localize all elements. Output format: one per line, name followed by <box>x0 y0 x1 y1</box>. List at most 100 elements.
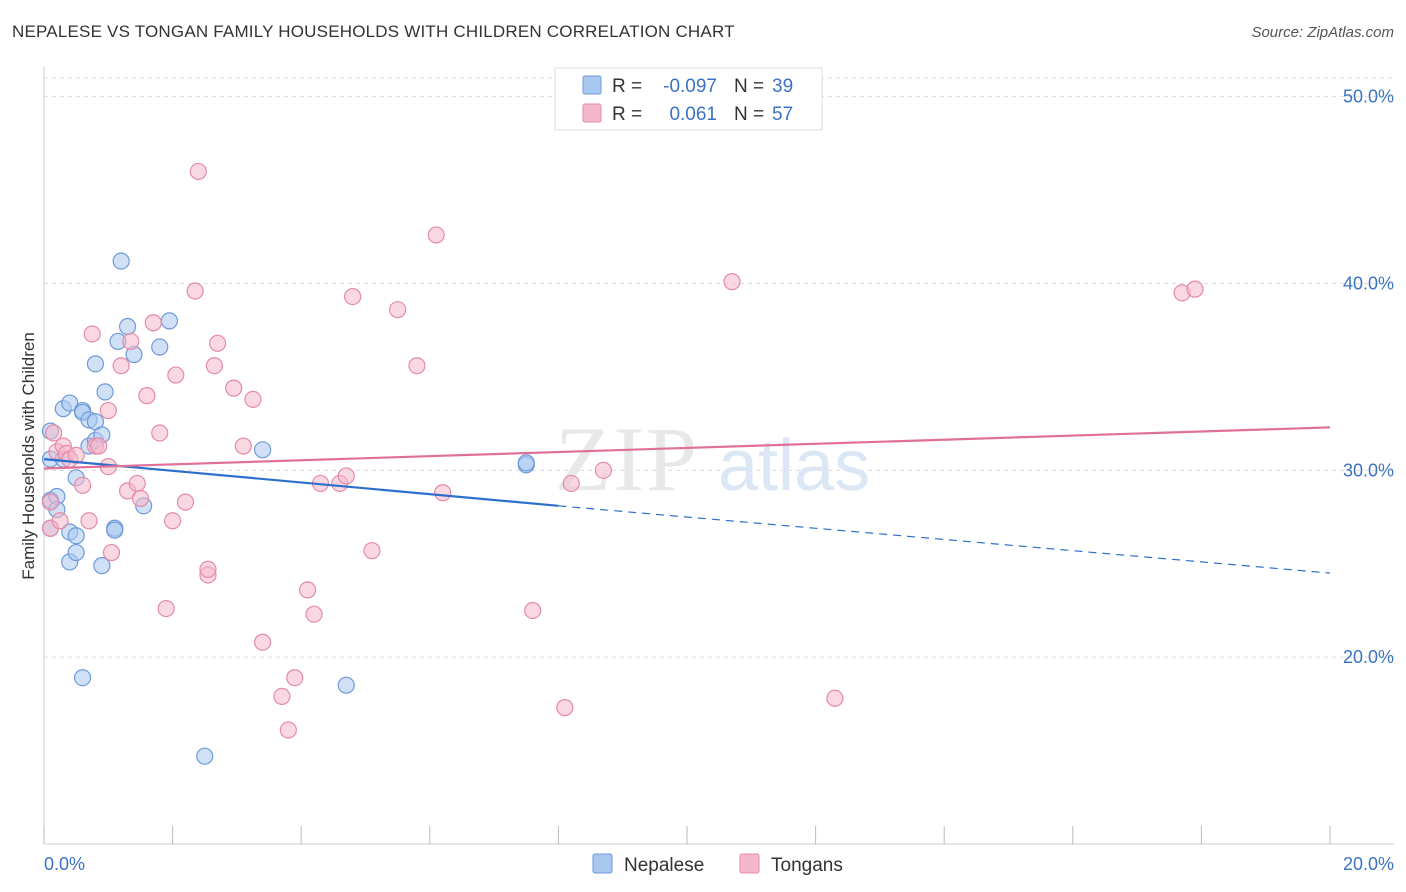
tongans-point <box>556 699 574 717</box>
nepalese-point <box>196 747 214 765</box>
y-tick-label: 30.0% <box>1343 460 1394 480</box>
legend-bottom-swatch-tongans <box>739 853 760 874</box>
tongans-point <box>209 334 227 352</box>
legend-bottom-swatch-nepalese <box>592 853 613 874</box>
nepalese-point <box>67 527 85 545</box>
tongans-point <box>286 669 304 687</box>
tongans-point <box>186 282 204 300</box>
nepalese-point <box>118 317 137 336</box>
chart-title: NEPALESE VS TONGAN FAMILY HOUSEHOLDS WIT… <box>12 22 735 41</box>
legend-bottom-label-nepalese: Nepalese <box>624 855 704 876</box>
nepalese-point <box>517 454 535 472</box>
axes <box>43 66 1394 845</box>
tongans-point <box>41 493 60 511</box>
legend-swatch-nepalese <box>582 75 602 95</box>
tongans-point <box>408 357 426 375</box>
tongans-point <box>199 560 217 578</box>
legend-r-value: 0.061 <box>669 104 717 125</box>
legend-r-label: R = <box>612 76 642 97</box>
legend-n-label: N = <box>734 76 764 97</box>
tongans-point <box>122 332 140 351</box>
watermark: ZIP atlas <box>555 408 870 510</box>
tongans-point <box>279 721 297 739</box>
tongans-point <box>389 301 407 319</box>
tongans-point <box>225 379 243 397</box>
tongans-point <box>138 387 156 405</box>
x-tick-label-min: 0.0% <box>44 854 85 874</box>
y-tick-label: 50.0% <box>1343 87 1394 107</box>
tongans-point <box>427 226 445 244</box>
tongans-point <box>144 314 162 332</box>
nepalese-point <box>160 312 178 330</box>
tongans-point <box>524 601 542 620</box>
trend-line-nepalese <box>43 458 559 507</box>
nepalese-point <box>112 252 130 270</box>
legend-swatch-tongans <box>582 103 602 123</box>
trend-line-nepalese-extrapolated <box>558 505 1331 574</box>
legend-r-label: R = <box>612 104 642 125</box>
legend-n-value: 57 <box>772 104 793 125</box>
tongans-point <box>128 474 146 493</box>
series-tongans <box>41 162 1204 739</box>
tongans-point <box>562 474 580 493</box>
y-tick-label: 20.0% <box>1343 647 1394 667</box>
series-nepalese <box>41 252 535 765</box>
tongans-point <box>189 162 207 181</box>
tongans-point <box>73 476 92 494</box>
x-tick-label-max: 20.0% <box>1343 854 1394 874</box>
tongans-point <box>254 633 272 651</box>
legend-n-label: N = <box>734 104 764 125</box>
legend-n-value: 39 <box>772 76 793 97</box>
tongans-point <box>234 437 252 455</box>
grid-lines <box>44 77 1394 658</box>
source-label: Source: ZipAtlas.com <box>1251 24 1394 41</box>
watermark-atlas: atlas <box>718 426 870 506</box>
tongans-point <box>299 581 317 599</box>
nepalese-point <box>337 676 355 694</box>
legend-bottom-label-tongans: Tongans <box>771 855 843 876</box>
nepalese-point <box>67 543 85 562</box>
tongans-point <box>112 357 130 375</box>
legend-top: R = -0.097 N = 39 R = 0.061 N = 57 <box>554 67 823 131</box>
legend-bottom: Nepalese Tongans <box>592 853 843 876</box>
trend-line-tongans <box>43 426 1331 470</box>
tongans-point <box>723 273 741 291</box>
tongans-point <box>363 542 381 560</box>
tongans-point <box>51 512 69 530</box>
watermark-zip: ZIP <box>555 408 699 510</box>
nepalese-point <box>151 338 169 356</box>
tongans-point <box>131 489 150 507</box>
nepalese-point <box>96 383 114 401</box>
tongans-point <box>167 366 185 384</box>
tongans-point <box>102 543 121 562</box>
tongans-point <box>67 446 85 464</box>
tongans-point <box>164 512 182 530</box>
tongans-point <box>826 689 844 707</box>
y-tick-labels: 20.0% 30.0% 40.0% 50.0% <box>1343 87 1394 667</box>
tongans-point <box>83 325 101 343</box>
nepalese-point <box>61 394 79 412</box>
tongans-point <box>434 484 452 502</box>
tongans-point <box>90 437 108 455</box>
nepalese-point <box>86 355 105 373</box>
tongans-point <box>305 605 323 623</box>
tongans-point <box>244 390 262 408</box>
tongans-point <box>344 287 362 306</box>
tongans-point <box>337 467 355 485</box>
tongans-point <box>594 461 613 479</box>
nepalese-point <box>93 557 111 575</box>
legend-r-value: -0.097 <box>663 76 717 97</box>
tongans-point <box>1186 280 1204 298</box>
y-tick-label: 40.0% <box>1343 274 1394 294</box>
tongans-point <box>45 424 63 442</box>
nepalese-point <box>254 441 272 459</box>
nepalese-point <box>73 669 92 687</box>
nepalese-point <box>106 521 124 539</box>
tongans-point <box>99 401 117 420</box>
y-axis-title: Family Households with Children <box>19 332 38 580</box>
tongans-point <box>176 493 195 511</box>
tongans-point <box>157 599 175 618</box>
tongans-point <box>80 512 98 530</box>
trend-lines <box>43 426 1331 574</box>
